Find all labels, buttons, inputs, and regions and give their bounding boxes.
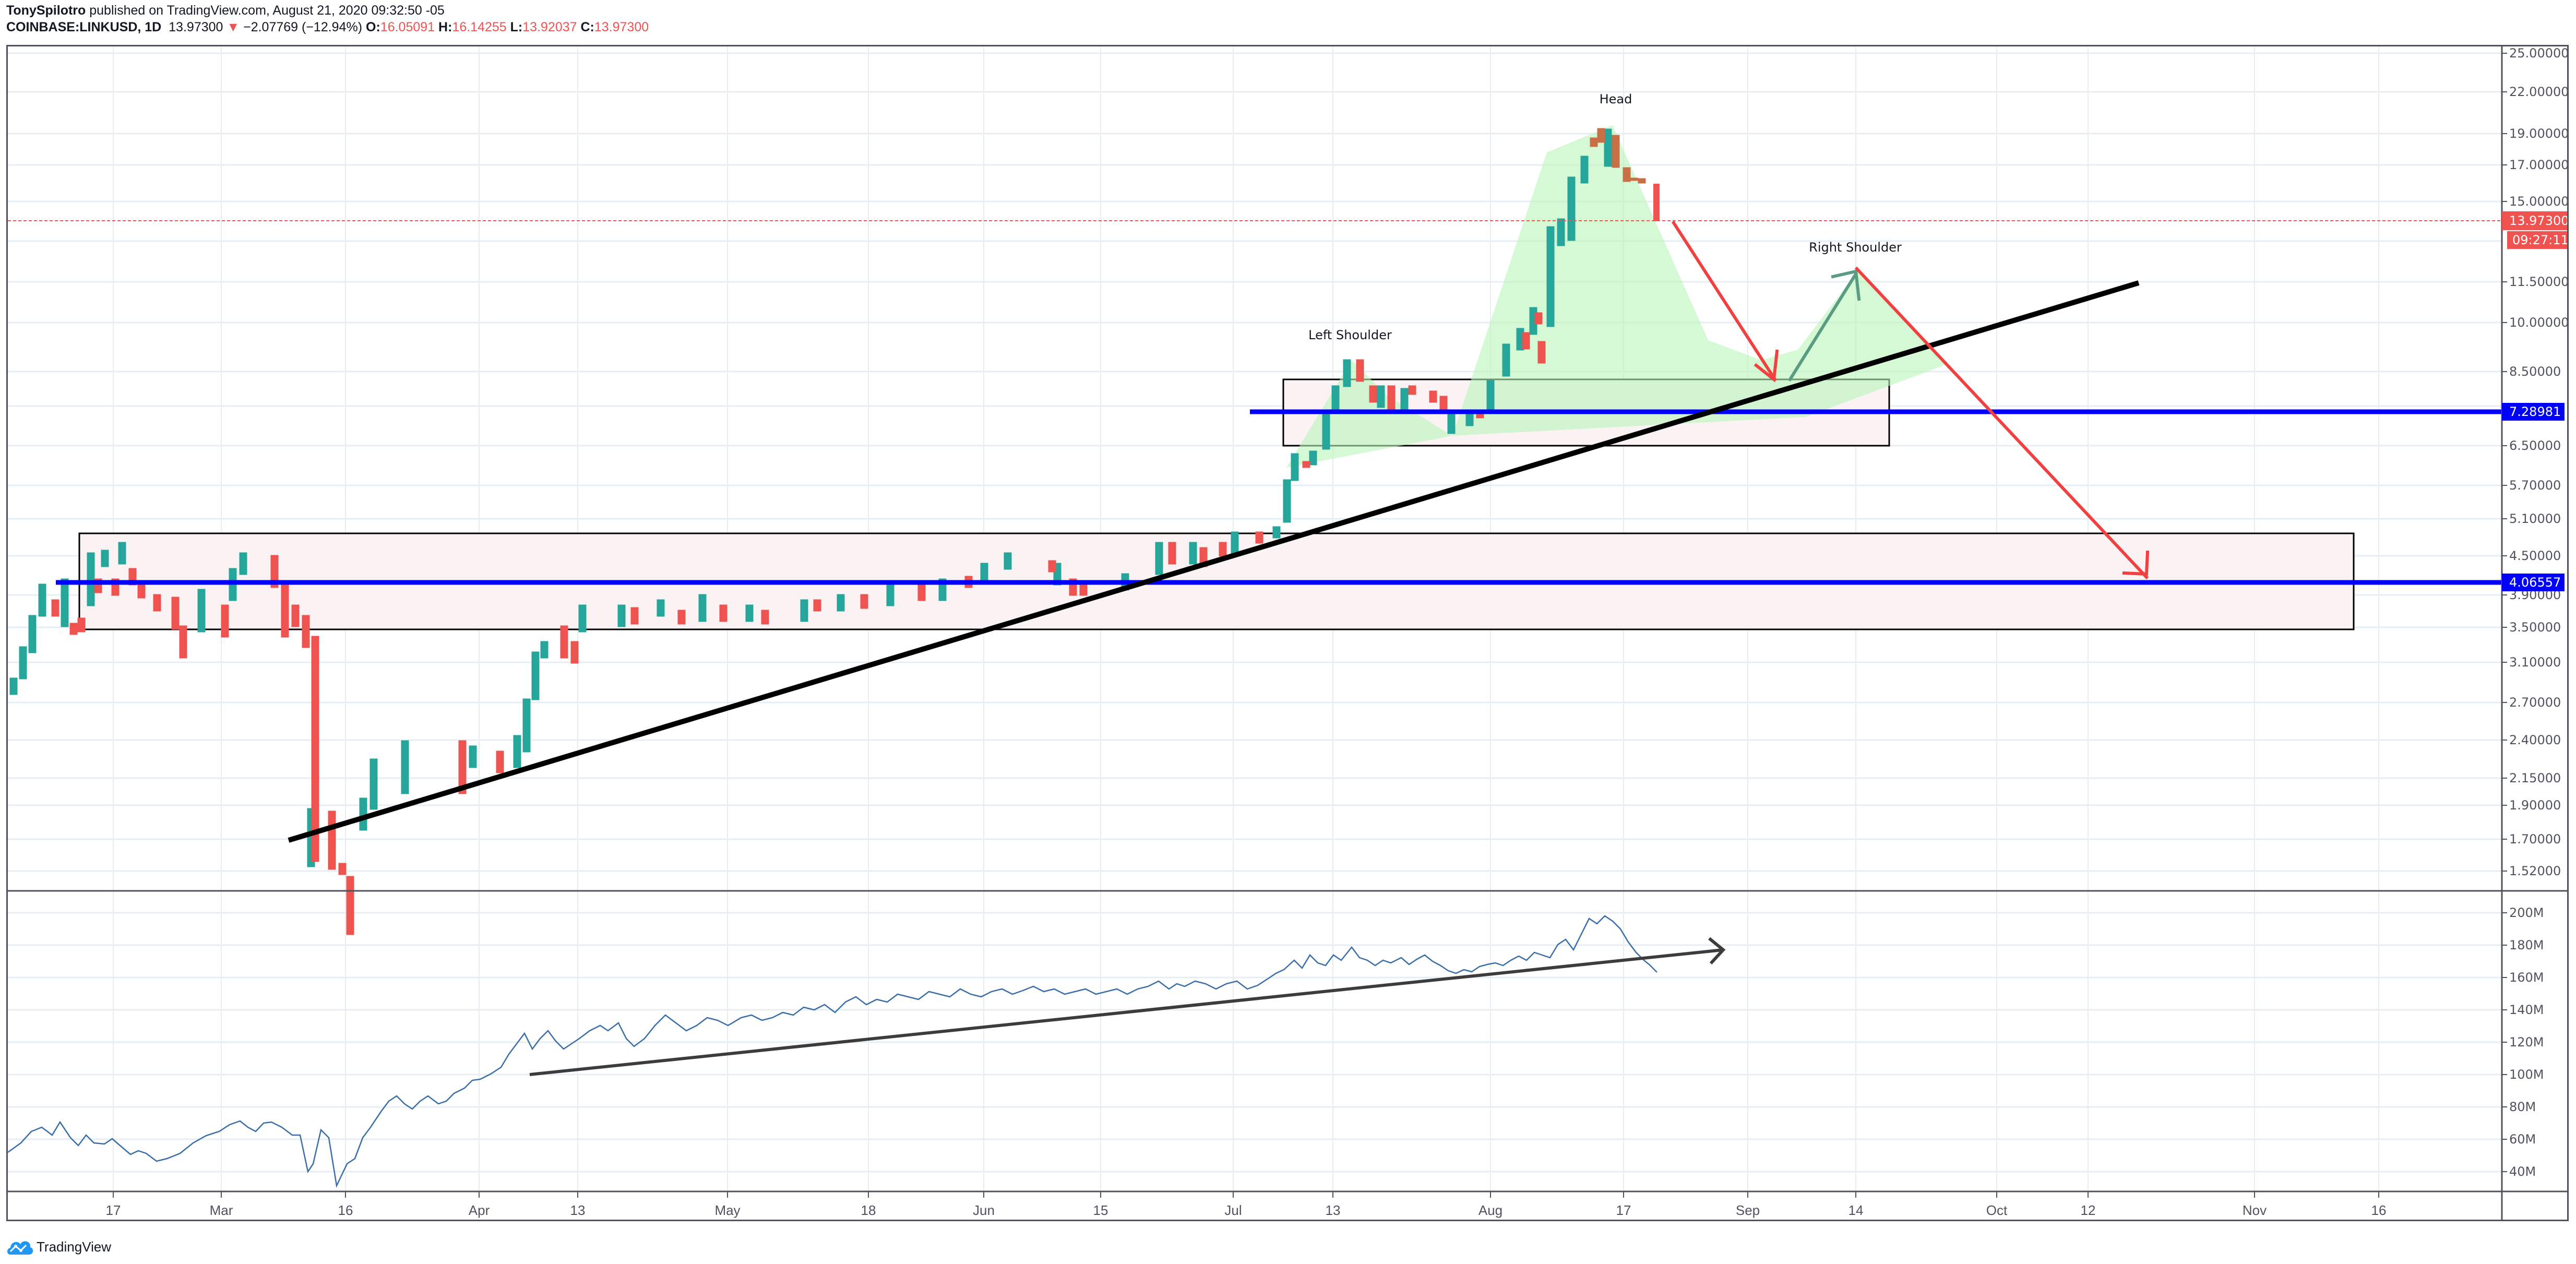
volume-line bbox=[7, 915, 1657, 1188]
tradingview-logo[interactable]: TradingView bbox=[6, 1238, 111, 1256]
head-shoulders-pattern[interactable] bbox=[1286, 125, 1947, 468]
price-tick: 3.10000 bbox=[2509, 655, 2561, 670]
low-value: 13.92037 bbox=[522, 20, 577, 34]
low-label: L: bbox=[510, 20, 523, 34]
close-value: 13.97300 bbox=[594, 20, 649, 34]
level-high-badge bbox=[2502, 403, 2565, 421]
time-axis[interactable]: 17 Mar 16 Apr 13 May 18 Jun 15 Jul 13 Au… bbox=[106, 1191, 2387, 1218]
price-tick: 8.50000 bbox=[2509, 364, 2561, 379]
countdown-badge bbox=[2507, 231, 2568, 249]
tradingview-cloud-icon bbox=[7, 1241, 33, 1255]
price-tick: 2.15000 bbox=[2509, 771, 2561, 785]
volume-tick: 80M bbox=[2509, 1100, 2536, 1114]
arrow-head-icon bbox=[1831, 269, 1861, 301]
drop-arrow-1[interactable] bbox=[1671, 220, 1778, 382]
price-tick: 19.00000 bbox=[2509, 126, 2569, 141]
price-tick: 4.50000 bbox=[2509, 548, 2561, 563]
brand-name: TradingView bbox=[37, 1238, 112, 1255]
projection-arrows[interactable] bbox=[1671, 220, 2150, 580]
countdown-text: 09:27:11 bbox=[2512, 233, 2569, 247]
volume-axis[interactable]: 200M 180M 160M 140M 120M 100M 80M 60M 40… bbox=[2502, 905, 2544, 1179]
volume-tick: 180M bbox=[2509, 938, 2544, 952]
time-tick: Nov bbox=[2243, 1202, 2267, 1218]
high-value: 16.14255 bbox=[452, 20, 507, 34]
price-tick: 2.70000 bbox=[2509, 695, 2561, 710]
volume-tick: 140M bbox=[2509, 1003, 2544, 1017]
volume-tick: 160M bbox=[2509, 970, 2544, 985]
price-axis[interactable]: 25.00000 22.00000 19.00000 17.00000 15.0… bbox=[2502, 46, 2569, 878]
left-shoulder-label[interactable]: Left Shoulder bbox=[1308, 328, 1392, 342]
price-tick: 11.50000 bbox=[2509, 275, 2569, 289]
drop-arrow-2[interactable] bbox=[1854, 266, 2149, 580]
volume-tick: 120M bbox=[2509, 1035, 2544, 1050]
price-tick: 1.70000 bbox=[2509, 832, 2561, 846]
time-tick: 16 bbox=[2371, 1202, 2387, 1218]
time-tick: Apr bbox=[469, 1202, 490, 1218]
chart-frame bbox=[6, 45, 2569, 1221]
last-price-badge bbox=[2502, 211, 2568, 230]
time-tick: 15 bbox=[1093, 1202, 1108, 1218]
time-tick: 13 bbox=[570, 1202, 586, 1218]
volume-tick: 200M bbox=[2509, 905, 2544, 920]
volume-tick: 100M bbox=[2509, 1067, 2544, 1082]
time-tick: 16 bbox=[338, 1202, 353, 1218]
price-candles bbox=[9, 128, 1660, 935]
last-price-badge-text: 13.97300 bbox=[2509, 213, 2569, 228]
level-high-text: 7.28981 bbox=[2509, 404, 2561, 419]
price-tick: 2.40000 bbox=[2509, 733, 2561, 747]
down-arrow-icon: ▼ bbox=[226, 20, 240, 34]
last-candle[interactable] bbox=[1653, 184, 1660, 221]
time-tick: Jun bbox=[973, 1202, 995, 1218]
price-tick: 10.00000 bbox=[2509, 315, 2569, 330]
publish-text: published on TradingView.com, August 21,… bbox=[89, 3, 445, 18]
price-change: −2.07769 (−12.94%) bbox=[243, 20, 363, 34]
open-label: O: bbox=[366, 20, 380, 34]
volume-grid bbox=[8, 912, 2501, 1173]
price-tick: 1.90000 bbox=[2509, 798, 2561, 813]
close-label: C: bbox=[580, 20, 594, 34]
price-tick: 1.52000 bbox=[2509, 864, 2561, 878]
high-label: H: bbox=[438, 20, 452, 34]
price-tick: 22.00000 bbox=[2509, 85, 2569, 99]
arrow-head-icon bbox=[1708, 937, 1726, 965]
ascending-trendline[interactable] bbox=[288, 280, 2140, 843]
time-tick: 17 bbox=[106, 1202, 121, 1218]
last-price: 13.97300 bbox=[169, 20, 223, 34]
rise-arrow[interactable] bbox=[1787, 271, 1858, 382]
arrow-head-icon bbox=[2122, 550, 2150, 576]
arrow-head-icon bbox=[1754, 349, 1779, 383]
time-tick: Jul bbox=[1224, 1202, 1242, 1218]
price-tick: 3.50000 bbox=[2509, 620, 2561, 635]
time-tick: 18 bbox=[861, 1202, 876, 1218]
open-value: 16.05091 bbox=[380, 20, 435, 34]
price-tick: 25.00000 bbox=[2509, 46, 2569, 61]
publish-info: TonySpilotro published on TradingView.co… bbox=[6, 3, 445, 18]
price-tick: 5.10000 bbox=[2509, 511, 2561, 526]
time-tick: 13 bbox=[1326, 1202, 1341, 1218]
time-tick: Oct bbox=[1986, 1202, 2008, 1218]
right-shoulder-label[interactable]: Right Shoulder bbox=[1809, 240, 1902, 255]
volume-tick: 60M bbox=[2509, 1132, 2536, 1147]
price-tick: 17.00000 bbox=[2509, 158, 2569, 172]
volume-trend-arrow[interactable] bbox=[529, 948, 1724, 1076]
time-tick: 14 bbox=[1848, 1202, 1864, 1218]
price-tick: 5.70000 bbox=[2509, 478, 2561, 493]
time-tick: Mar bbox=[210, 1202, 233, 1218]
volume-tick: 40M bbox=[2509, 1164, 2536, 1179]
time-tick: 17 bbox=[1616, 1202, 1631, 1218]
symbol-legend: COINBASE:LINKUSD, 1D 13.97300 ▼ −2.07769… bbox=[6, 20, 649, 35]
level-low-badge bbox=[2502, 574, 2565, 591]
head-label[interactable]: Head bbox=[1600, 92, 1632, 106]
symbol-name: COINBASE:LINKUSD, 1D bbox=[6, 20, 162, 34]
author-name[interactable]: TonySpilotro bbox=[6, 3, 86, 18]
level-low-text: 4.06557 bbox=[2509, 575, 2561, 590]
price-tick: 6.50000 bbox=[2509, 438, 2561, 453]
time-tick: 12 bbox=[2081, 1202, 2096, 1218]
price-tick: 15.00000 bbox=[2509, 194, 2569, 209]
time-tick: Sep bbox=[1736, 1202, 1760, 1218]
time-tick: May bbox=[714, 1202, 740, 1218]
time-tick: Aug bbox=[1478, 1202, 1502, 1218]
